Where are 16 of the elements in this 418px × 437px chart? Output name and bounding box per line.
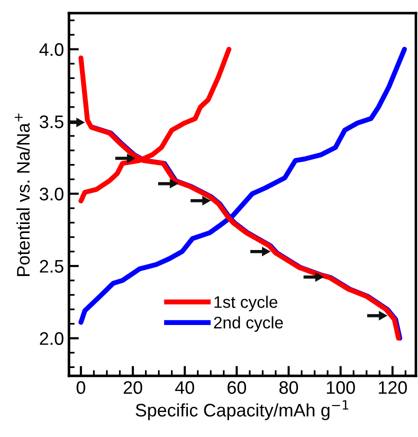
- x-tick-label: 40: [175, 381, 194, 394]
- x-tick-label: 80: [279, 381, 298, 394]
- legend-label: 1st cycle: [214, 296, 278, 312]
- y-tick-label: 2.5: [40, 260, 64, 273]
- x-tick-label: 120: [378, 381, 407, 394]
- y-tick-label: 3.0: [40, 188, 64, 200]
- x-tick-label: 20: [124, 381, 142, 394]
- legend-label: 2nd cycle: [214, 316, 283, 332]
- y-tick-label: 2.0: [40, 332, 64, 345]
- x-axis-title: Specific Capacity/mAh g$^{−1}$: [136, 400, 348, 420]
- y-tick-label: 3.5: [40, 115, 64, 128]
- y-axis-title: Potential vs. Na/Na$^{+}$: [14, 113, 30, 276]
- x-tick-label: 100: [326, 381, 355, 394]
- x-tick-label: 60: [228, 381, 246, 394]
- y-tick-label: 4.0: [39, 43, 64, 56]
- x-tick-label: 0: [76, 381, 86, 394]
